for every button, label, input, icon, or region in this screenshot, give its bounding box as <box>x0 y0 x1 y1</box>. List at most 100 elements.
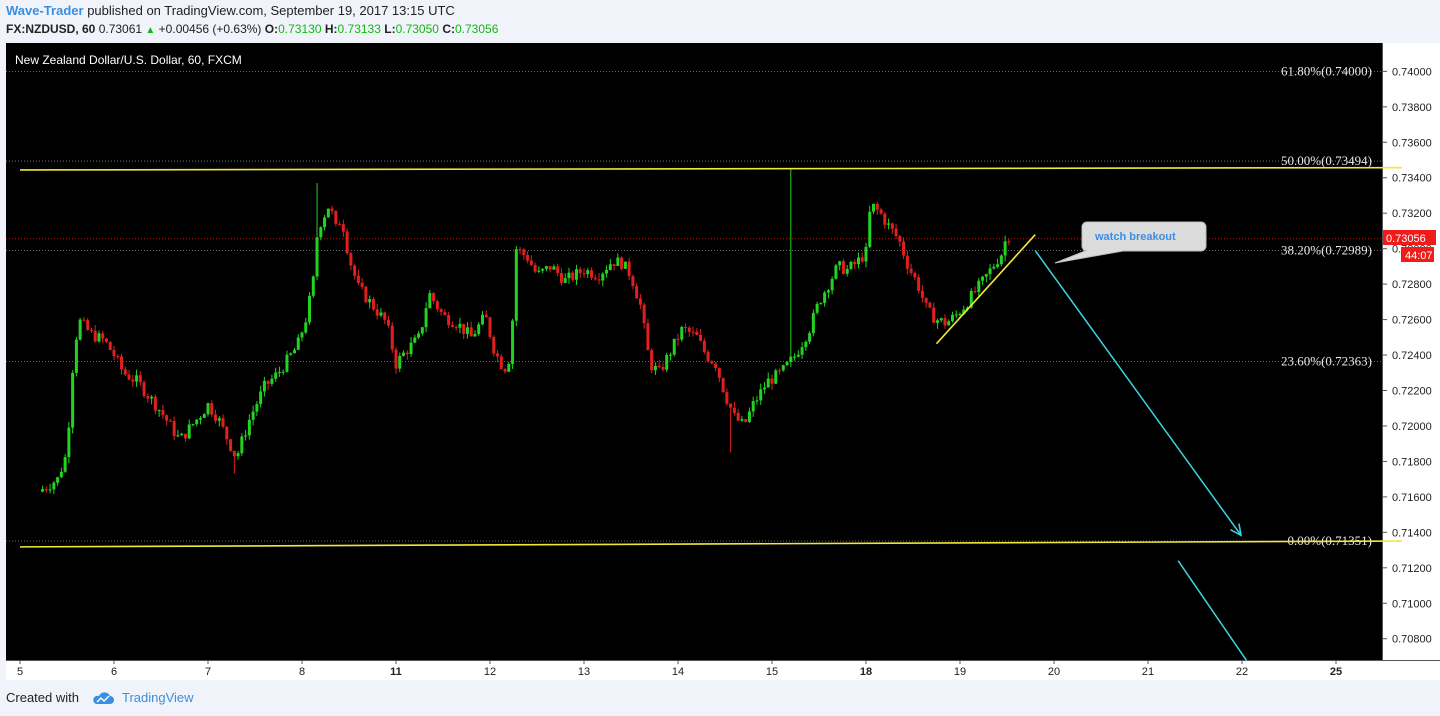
candle-body <box>680 326 684 340</box>
current-price-tag: 0.73056 44:07 <box>1383 230 1436 262</box>
trendline-upper-channel[interactable] <box>19 166 1402 171</box>
candle-body <box>706 351 710 362</box>
candle-body <box>334 210 338 224</box>
candle-body <box>838 261 842 266</box>
candle-body <box>635 286 639 299</box>
candle-body <box>259 391 263 405</box>
price-tick-label: 0.72000 <box>1392 421 1432 433</box>
price-tag-bg <box>1383 230 1436 245</box>
candle-body <box>390 325 394 350</box>
candle-body <box>383 312 387 320</box>
candle-body <box>93 330 97 342</box>
candle-body <box>687 327 691 332</box>
cloud-icon <box>92 691 114 704</box>
candle-body <box>879 209 883 214</box>
tradingview-link[interactable]: TradingView <box>122 690 194 705</box>
candle-body <box>898 236 902 242</box>
candle-body <box>533 265 537 272</box>
symbol: FX:NZDUSD, 60 <box>6 22 96 36</box>
candle-body <box>172 421 176 436</box>
candle-body <box>616 257 620 266</box>
candle-body <box>800 347 804 355</box>
candle-body <box>67 427 71 458</box>
time-tick-label: 15 <box>766 666 778 678</box>
callout-bubble <box>1054 221 1207 264</box>
candle-body <box>556 266 560 274</box>
close-label: C: <box>442 22 455 36</box>
candle-body <box>514 249 518 321</box>
candle-body <box>544 266 548 269</box>
candle-body <box>597 279 601 281</box>
candle-body <box>420 327 424 334</box>
candle-body <box>251 411 255 420</box>
candle-body <box>920 290 924 298</box>
candle-body <box>225 426 229 440</box>
candle-body <box>996 264 1000 267</box>
candle-body <box>868 211 872 247</box>
candle-body <box>668 354 672 356</box>
candle-body <box>657 366 661 368</box>
candle-body <box>969 290 973 308</box>
candle-body <box>747 411 751 422</box>
candle-body <box>905 255 909 269</box>
candle-body <box>44 489 48 491</box>
candle-body <box>924 297 928 303</box>
candle-body <box>52 482 56 490</box>
candle-body <box>717 368 721 378</box>
high-label: H: <box>324 22 338 36</box>
time-ticks: 5 6 7 8 11 12 13 14 15 18 19 20 21 22 25 <box>17 660 1342 678</box>
time-tick-label: 25 <box>1330 666 1342 678</box>
candle-body <box>480 314 484 325</box>
candle-body <box>864 246 868 262</box>
candle-body <box>1003 241 1007 256</box>
projection-arrow-line[interactable] <box>1177 560 1248 662</box>
candle-body <box>740 419 744 421</box>
watch-breakout-callout[interactable]: watch breakout <box>1054 221 1207 264</box>
candle-body <box>815 303 819 313</box>
price-tick-label: 0.72200 <box>1392 386 1432 398</box>
candle-body <box>48 489 52 491</box>
candle-body <box>917 277 921 291</box>
candle-body <box>804 341 808 348</box>
candle-body <box>262 380 266 392</box>
candle-body <box>883 213 887 225</box>
candle-body <box>853 261 857 265</box>
candle-body <box>326 208 330 218</box>
candle-body <box>785 361 789 366</box>
trendline-rising-support[interactable] <box>935 234 1036 345</box>
candle-body <box>582 273 586 275</box>
candle-body <box>770 378 774 384</box>
candle-body <box>973 290 977 293</box>
price-tick-label: 0.72800 <box>1392 279 1432 291</box>
open-value: 0.73130 <box>278 22 322 36</box>
author-link[interactable]: Wave-Trader <box>6 3 84 18</box>
candle-body <box>887 223 891 225</box>
projection-arrow-line[interactable] <box>1034 250 1242 536</box>
candle-body <box>977 280 981 293</box>
price-tick-label: 0.72400 <box>1392 350 1432 362</box>
price-tick-label: 0.71000 <box>1392 598 1432 610</box>
trendline-lower-channel[interactable] <box>19 540 1402 548</box>
candle-body <box>999 255 1003 265</box>
candle-body <box>150 396 154 399</box>
candle-body <box>759 389 763 401</box>
price-tick-label: 0.74000 <box>1392 66 1432 78</box>
candle-body <box>386 319 390 326</box>
price-tick-label: 0.73600 <box>1392 137 1432 149</box>
candle-body <box>503 369 507 372</box>
candle-body <box>608 264 612 270</box>
candle-body <box>417 333 421 338</box>
candle-body <box>830 278 834 291</box>
candle-body <box>214 414 218 421</box>
candle-body <box>210 403 214 415</box>
candle-body <box>217 418 221 421</box>
countdown-label: 44:07 <box>1405 250 1433 262</box>
candle-body <box>465 327 469 334</box>
candle-body <box>428 293 432 309</box>
candle-body <box>364 286 368 303</box>
time-tick-label: 6 <box>111 666 117 678</box>
candle-body <box>627 261 631 277</box>
candle-body <box>413 337 417 343</box>
price-chart[interactable]: 61.80%(0.74000) 50.00%(0.73494) 38.20%(0.7… <box>6 43 1440 680</box>
candle-body <box>176 435 180 437</box>
